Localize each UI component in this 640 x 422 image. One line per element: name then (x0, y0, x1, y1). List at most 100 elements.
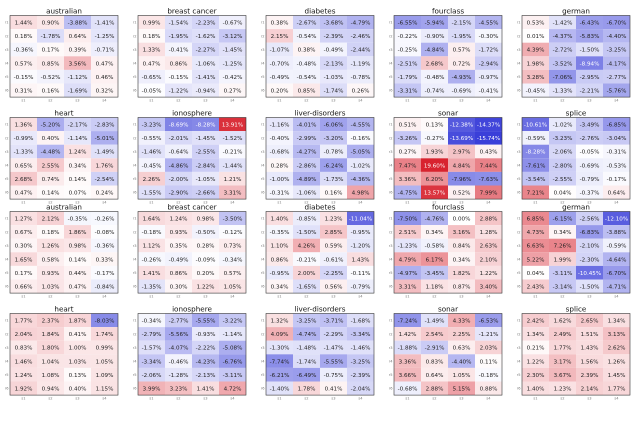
heatmap-cell (219, 69, 246, 84)
cell-value-label: -5.01% (95, 136, 115, 142)
y-tick-label: r2 (261, 332, 265, 336)
heatmap-cell (576, 158, 603, 172)
heatmap-cell (421, 171, 448, 186)
y-tick-label: r4 (517, 258, 521, 262)
heatmap-cell (37, 225, 64, 239)
heatmap-cell (576, 83, 603, 98)
y-tick-label: r2 (133, 230, 137, 234)
heatmap-cell (448, 185, 475, 200)
heatmap-cell (138, 15, 165, 30)
y-tick-label: r2 (5, 136, 9, 140)
x-tick-label: s1 (149, 397, 153, 401)
cell-value-label: -2.13% (324, 61, 344, 67)
y-tick-label: r6 (389, 387, 393, 391)
heatmap-cell (347, 265, 374, 280)
cell-value-label: 1.64% (143, 217, 161, 223)
cell-value-label: 4.98% (352, 191, 370, 197)
heatmap-cell (522, 56, 549, 70)
heatmap-cell (10, 42, 37, 57)
cell-value-label: -0.17% (95, 271, 115, 277)
heatmap-cell (138, 211, 165, 226)
heatmap-cell (448, 354, 475, 368)
panel-frame (265, 313, 375, 396)
heatmap-cell (394, 279, 421, 294)
cell-value-label: -1.65% (297, 285, 317, 291)
heatmap-cell (603, 354, 630, 368)
heatmap-cell (64, 367, 91, 382)
cell-value-label: 0.20% (271, 89, 289, 95)
cell-value-label: 0.21% (527, 346, 545, 352)
cell-value-label: 1.23% (554, 387, 572, 393)
heatmap-cell (576, 56, 603, 70)
x-tick-label: s4 (358, 201, 363, 205)
cell-value-label: -4.64% (607, 257, 627, 263)
heatmap-cell (522, 171, 549, 186)
heatmap-cell (219, 279, 246, 294)
cell-value-label: 3.40% (480, 285, 498, 291)
cell-value-label: 2.12% (42, 217, 60, 223)
y-tick-label: r1 (517, 319, 521, 323)
x-tick-label: s2 (560, 201, 564, 205)
cell-value-label: 3.17% (554, 359, 572, 365)
cell-value-label: -4.79% (351, 21, 371, 27)
cell-value-label: 2.14% (581, 387, 599, 393)
x-tick-label: s3 (75, 397, 79, 401)
cell-value-label: 1.43% (352, 257, 370, 263)
x-tick-label: s4 (614, 397, 619, 401)
cell-value-label: 0.83% (15, 346, 33, 352)
heatmap-cell (448, 144, 475, 159)
heatmap-cell (91, 367, 118, 382)
cell-value-label: -1.12% (68, 75, 88, 81)
panel-frame (137, 211, 247, 294)
y-tick-label: r5 (517, 271, 521, 275)
heatmap-cell (347, 158, 374, 172)
heatmap-cell (266, 15, 293, 30)
x-tick-label: s1 (277, 99, 281, 103)
heatmap-cell (347, 279, 374, 294)
cell-value-label: -4.76% (425, 217, 445, 223)
cell-value-label: 2.39% (581, 373, 599, 379)
heatmap-cell (64, 56, 91, 70)
cell-value-label: 0.35% (170, 244, 188, 250)
x-tick-label: s2 (560, 99, 564, 103)
heatmap-cell (347, 144, 374, 159)
y-tick-label: r2 (5, 34, 9, 38)
cell-value-label: -6.70% (607, 271, 627, 277)
heatmap-cell (266, 313, 293, 328)
heatmap-cell (522, 265, 549, 280)
y-tick-label: r1 (261, 123, 265, 127)
cell-value-label: -10.45% (578, 271, 601, 277)
cell-value-label: 1.44% (15, 21, 33, 27)
cell-value-label: -0.70% (270, 61, 290, 67)
cell-value-label: -3.88% (68, 21, 88, 27)
cell-value-label: -6.49% (297, 373, 317, 379)
cell-value-label: -4.37% (553, 34, 573, 40)
cell-value-label: 0.28% (197, 244, 215, 250)
x-tick-label: s3 (203, 397, 207, 401)
heatmap-cell (320, 42, 347, 57)
heatmap-cell (91, 381, 118, 396)
heatmap-cell (165, 265, 192, 280)
cell-value-label: 7.44% (480, 163, 498, 169)
heatmap-cell (192, 15, 219, 30)
cell-value-label: -1.88% (398, 346, 418, 352)
heatmap-cell (475, 252, 502, 266)
cell-value-label: -3.71% (324, 319, 344, 325)
heatmap-cell (347, 238, 374, 253)
cell-value-label: -2.77% (607, 75, 627, 81)
heatmap-cell (37, 117, 64, 132)
cell-value-label: 2.63% (480, 244, 498, 250)
heatmap-cell (219, 367, 246, 382)
heatmap-cell (320, 56, 347, 70)
heatmap-cell (165, 158, 192, 172)
heatmap-cell (165, 144, 192, 159)
cell-value-label: 0.64% (608, 191, 626, 197)
y-tick-label: r6 (389, 285, 393, 289)
heatmap-cell (576, 15, 603, 30)
cell-value-label: 7.21% (527, 191, 545, 197)
heatmap-cell (603, 15, 630, 30)
y-tick-label: r1 (389, 217, 393, 221)
heatmap-cell (10, 265, 37, 280)
heatmap-cell (549, 42, 576, 57)
cell-value-label: 0.34% (453, 257, 471, 263)
